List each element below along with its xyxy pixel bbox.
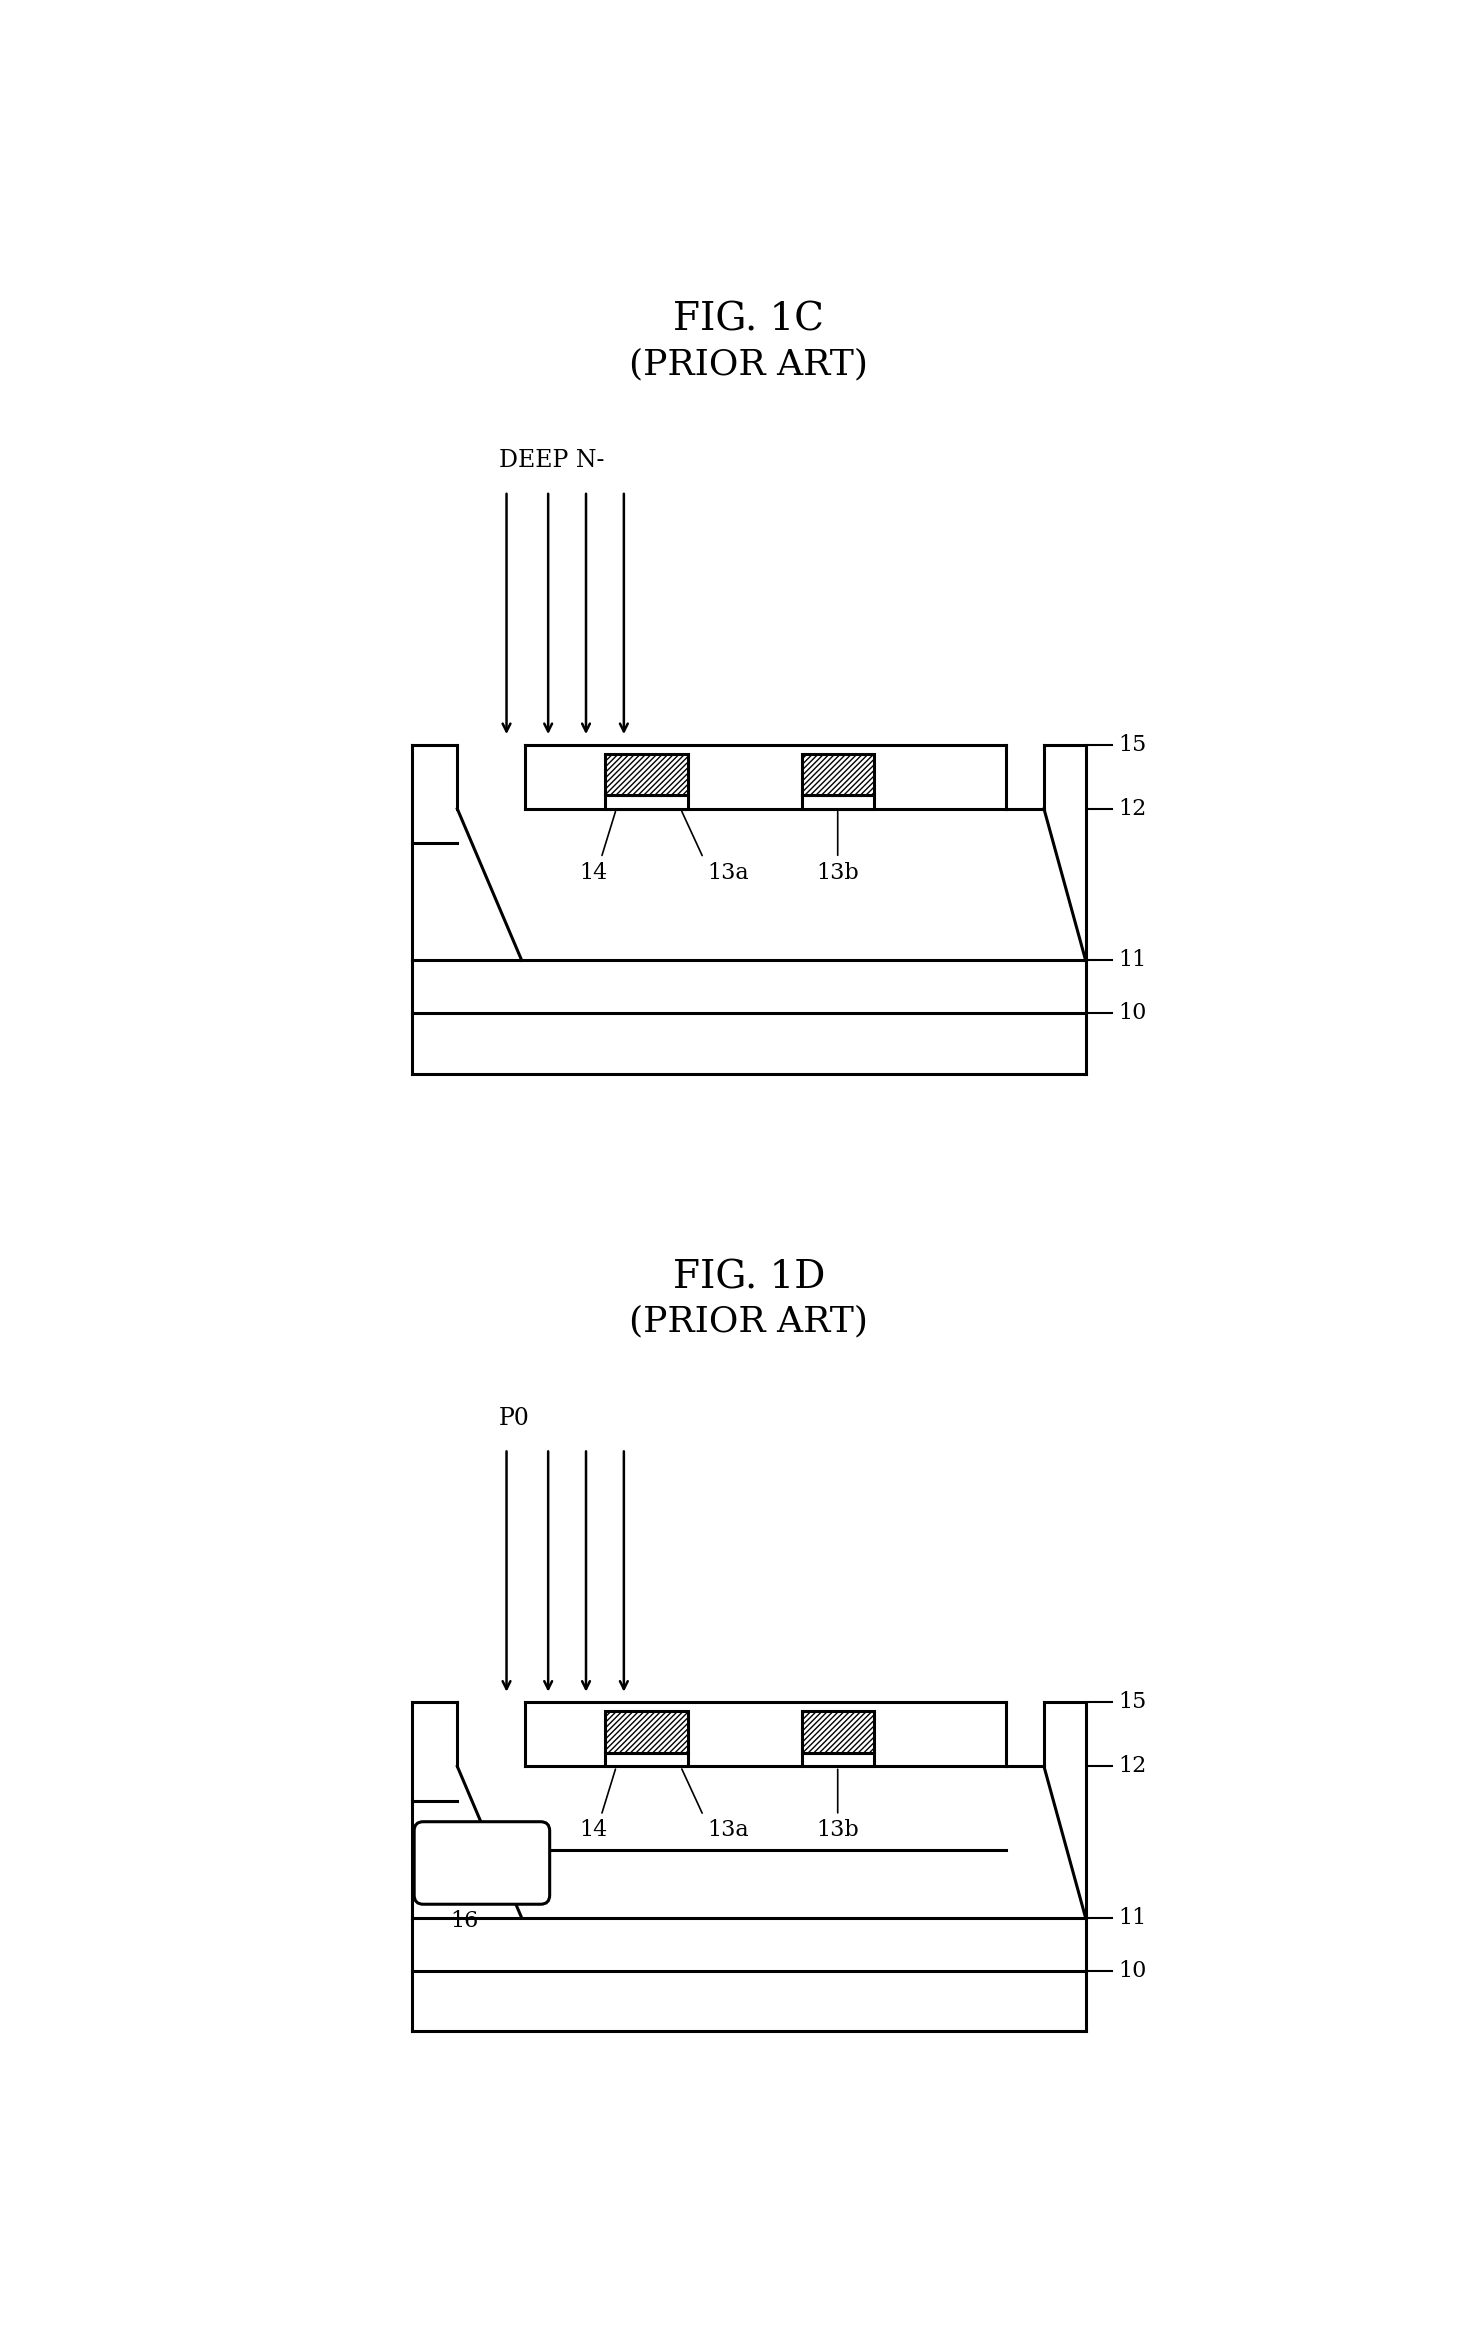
Text: 14: 14: [580, 863, 608, 884]
FancyBboxPatch shape: [413, 1823, 549, 1904]
Bar: [802, 1753, 874, 1767]
Text: DEEP N-: DEEP N-: [500, 449, 605, 472]
Text: FIG. 1D: FIG. 1D: [672, 1260, 825, 1297]
Text: 13b: 13b: [817, 863, 859, 884]
Text: 15: 15: [1118, 735, 1147, 756]
Text: 13a: 13a: [707, 863, 748, 884]
Text: 12: 12: [1118, 1755, 1147, 1776]
Text: (PRIOR ART): (PRIOR ART): [630, 1304, 868, 1339]
Text: 11: 11: [1118, 949, 1147, 972]
Text: 16: 16: [450, 1911, 478, 1932]
Bar: [605, 1711, 688, 1753]
Text: 10: 10: [1118, 1002, 1147, 1025]
Text: 15: 15: [1118, 1690, 1147, 1714]
Text: FIG. 1C: FIG. 1C: [674, 302, 824, 339]
Text: 14: 14: [580, 1820, 608, 1841]
Text: 13b: 13b: [817, 1820, 859, 1841]
Bar: [605, 753, 688, 795]
Bar: [802, 753, 874, 795]
Text: (PRIOR ART): (PRIOR ART): [630, 346, 868, 381]
Bar: [605, 1753, 688, 1767]
Text: 10: 10: [1118, 1960, 1147, 1981]
Bar: [802, 795, 874, 809]
Text: P0: P0: [500, 1407, 530, 1430]
Text: 12: 12: [1118, 797, 1147, 821]
Text: 13a: 13a: [707, 1820, 748, 1841]
Bar: [605, 795, 688, 809]
Bar: [802, 1711, 874, 1753]
Text: 11: 11: [1118, 1906, 1147, 1930]
